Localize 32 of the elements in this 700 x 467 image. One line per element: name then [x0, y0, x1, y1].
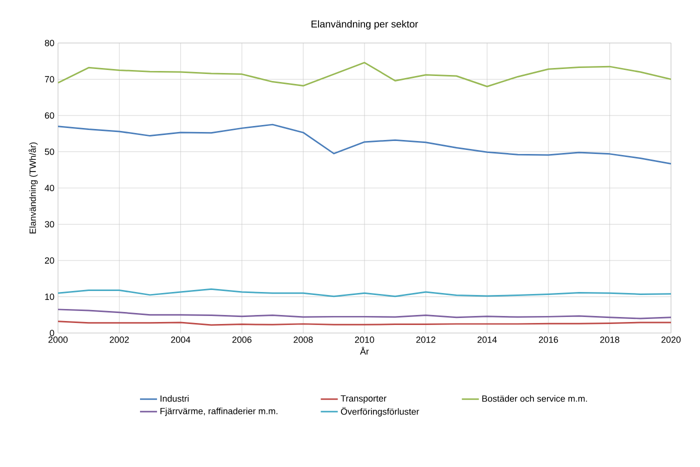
x-tick-label: 2006 [232, 336, 252, 343]
x-axis-title: År [360, 346, 369, 355]
legend-label: Fjärrvärme, raffinaderier m.m. [160, 408, 278, 416]
y-tick-label: 0 [50, 330, 54, 336]
y-tick-label: 10 [45, 294, 54, 300]
y-tick-label: 80 [44, 40, 54, 46]
line-series [58, 308, 672, 320]
x-tick-label: 2018 [600, 336, 620, 343]
x-tick-label: 2010 [354, 336, 374, 343]
line-series [58, 62, 672, 88]
chart-title: Elanvändning per sektor [312, 20, 418, 30]
legend-label: Bostäder och service m.m. [482, 395, 587, 402]
y-tick-label: 40 [44, 184, 54, 192]
x-tick-label: 2000 [48, 336, 68, 343]
legend-label: Överföringsförluster [340, 407, 420, 417]
x-tick-label: 2004 [171, 336, 190, 343]
y-tick-label: 30 [44, 221, 54, 228]
y-tick-label: 60 [44, 112, 54, 119]
y-tick-label: 20 [44, 257, 54, 264]
line-series [58, 124, 672, 164]
y-tick-label: 70 [44, 76, 54, 82]
legend-label: Transporter [340, 395, 386, 404]
x-tick-label: 2002 [110, 336, 129, 343]
y-axis-title: Elanvändning (TWh/år) [28, 142, 38, 234]
x-tick-label: 2014 [478, 336, 497, 343]
legend-label: Industri [160, 395, 189, 402]
x-tick-label: 2012 [416, 336, 436, 343]
x-tick-label: 2020 [661, 336, 681, 343]
y-tick-label: 50 [44, 148, 54, 155]
x-tick-label: 2008 [294, 336, 313, 343]
x-tick-label: 2016 [538, 336, 558, 343]
line-series [58, 288, 672, 298]
